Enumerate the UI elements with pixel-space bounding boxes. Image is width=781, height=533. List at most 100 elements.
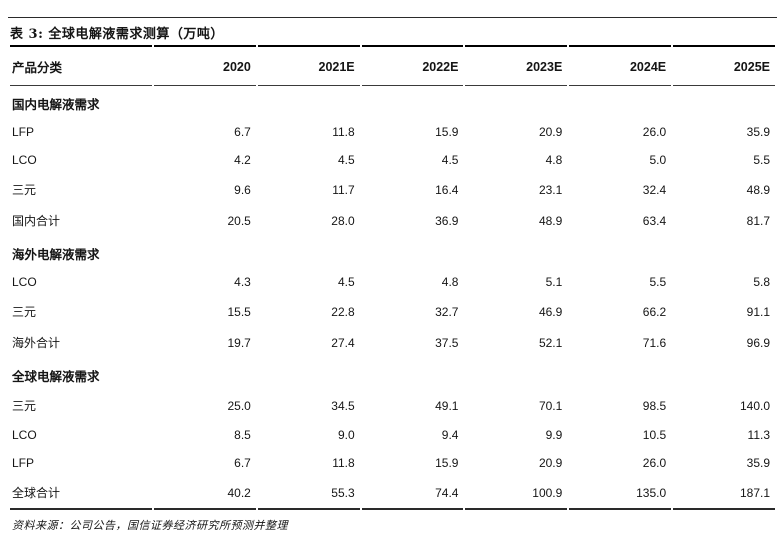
cell-value: 96.9 (746, 335, 770, 350)
cell-value: 98.5 (642, 398, 667, 413)
cell-value: 66.2 (642, 304, 667, 319)
column-header-year-2020: 2020 (154, 45, 256, 86)
cell-value: 20.5 (227, 213, 251, 228)
cell-value: 81.7 (746, 213, 770, 228)
table-row: LCO 8.5 9.0 9.4 9.9 10.5 11.3 (10, 421, 775, 449)
electrolyte-demand-table: 产品分类 2020 2021E 2022E 2023E 2024E 2025E 国内电解液需… (8, 45, 777, 510)
section-header-row: 全球电解液需求 (10, 358, 775, 390)
cell-value: 52.1 (538, 335, 563, 350)
cell-value: 35.9 (746, 456, 770, 470)
cell-value: 55.3 (257, 477, 360, 510)
cell-value: 4.5 (441, 153, 459, 167)
cell-value: 36.9 (435, 213, 459, 228)
table-row: 海外合计 19.7 27.4 37.5 52.1 71.6 96.9 (10, 327, 775, 358)
cell-value: 28.0 (331, 213, 355, 228)
cell-value: 8.5 (234, 428, 251, 442)
cell-value: 15.9 (435, 125, 459, 139)
cell-value: 6.7 (234, 456, 251, 470)
cell-value: 4.5 (337, 275, 355, 289)
cell-value: 5.5 (649, 275, 667, 289)
cell-value: 4.8 (545, 153, 563, 167)
cell-value: 22.8 (331, 304, 355, 319)
table-row: LFP 6.7 11.8 15.9 20.9 26.0 35.9 (10, 449, 775, 477)
cell-value: 74.4 (361, 477, 464, 510)
cell-value: 4.2 (234, 153, 251, 167)
cell-value: 5.0 (649, 153, 667, 167)
table-row: 三元 15.5 22.8 32.7 46.9 66.2 91.1 (10, 296, 775, 327)
cell-value: 27.4 (331, 335, 355, 350)
row-label: LFP (12, 125, 35, 139)
table-body: 国内电解液需求 LFP 6.7 11.8 15.9 20.9 26.0 35.9 LCO 4.2 4… (10, 86, 775, 510)
row-label: 三元 (12, 399, 37, 413)
cell-value: 34.5 (331, 398, 355, 413)
cell-value: 19.7 (227, 335, 251, 350)
cell-value: 40.2 (154, 477, 256, 510)
cell-value: 9.9 (545, 428, 563, 442)
row-label: 三元 (12, 183, 37, 197)
cell-value: 48.9 (538, 213, 563, 228)
section-header-row: 国内电解液需求 (10, 86, 775, 118)
cell-value: 32.7 (435, 304, 459, 319)
cell-value: 71.6 (642, 335, 667, 350)
cell-value: 4.8 (441, 275, 459, 289)
cell-value: 20.9 (538, 456, 563, 470)
cell-value: 16.4 (435, 182, 459, 197)
cell-value: 46.9 (538, 304, 563, 319)
cell-value: 25.0 (227, 398, 251, 413)
column-header-year-2021E: 2021E (257, 45, 360, 86)
cell-value: 63.4 (642, 213, 667, 228)
source-note: 资料来源：公司公告，国信证券经济研究所预测并整理 (12, 519, 288, 532)
table-row: 国内合计 20.5 28.0 36.9 48.9 63.4 81.7 (10, 205, 775, 236)
cell-value: 35.9 (746, 125, 770, 139)
cell-value: 187.1 (673, 477, 775, 510)
row-label: 国内合计 (12, 214, 61, 228)
table-row: LCO 4.3 4.5 4.8 5.1 5.5 5.8 (10, 268, 775, 296)
cell-value: 9.6 (234, 182, 251, 197)
cell-value: 91.1 (746, 304, 770, 319)
column-header-year-2025E: 2025E (673, 45, 775, 86)
cell-value: 26.0 (642, 125, 667, 139)
cell-value: 49.1 (435, 398, 459, 413)
cell-value: 4.3 (234, 275, 251, 289)
table-row: 全球合计 40.2 55.3 74.4 100.9 135.0 187.1 (10, 477, 775, 510)
cell-value: 37.5 (435, 335, 459, 350)
row-label: LFP (12, 456, 35, 470)
cell-value: 11.8 (332, 125, 355, 139)
cell-value: 11.8 (332, 456, 355, 470)
row-label: LCO (12, 275, 37, 289)
column-header-year-2024E: 2024E (569, 45, 672, 86)
cell-value: 23.1 (538, 182, 563, 197)
section-header-label: 国内电解液需求 (12, 97, 100, 112)
column-header-product: 产品分类 (10, 45, 152, 86)
cell-value: 26.0 (642, 456, 667, 470)
cell-value: 11.3 (747, 428, 770, 442)
row-label: 海外合计 (12, 336, 61, 350)
row-label: 三元 (12, 305, 37, 319)
cell-value: 140.0 (739, 398, 770, 413)
table-row: 三元 9.6 11.7 16.4 23.1 32.4 48.9 (10, 174, 775, 205)
cell-value: 70.1 (538, 398, 563, 413)
cell-value: 9.0 (337, 428, 355, 442)
section-header-label: 海外电解液需求 (12, 247, 100, 262)
cell-value: 5.1 (545, 275, 563, 289)
table-row: 三元 25.0 34.5 49.1 70.1 98.5 140.0 (10, 390, 775, 421)
demand-table-block: 表 3: 全球电解液需求测算（万吨） 产品分类 2020 2021E 2022E 202… (8, 17, 777, 533)
section-header-label: 全球电解液需求 (12, 369, 100, 384)
cell-value: 10.5 (642, 428, 667, 442)
section-header-row: 海外电解液需求 (10, 236, 775, 268)
cell-value: 4.5 (337, 153, 355, 167)
cell-value: 100.9 (465, 477, 568, 510)
table-header-row: 产品分类 2020 2021E 2022E 2023E 2024E 2025E (10, 45, 775, 86)
row-label: LCO (12, 153, 37, 167)
cell-value: 135.0 (569, 477, 672, 510)
cell-value: 15.9 (435, 456, 459, 470)
row-label: 全球合计 (10, 477, 152, 510)
cell-value: 48.9 (746, 182, 770, 197)
column-header-year-2022E: 2022E (361, 45, 464, 86)
table-row: LCO 4.2 4.5 4.5 4.8 5.0 5.5 (10, 146, 775, 174)
column-header-year-2023E: 2023E (465, 45, 568, 86)
cell-value: 20.9 (538, 125, 563, 139)
row-label: LCO (12, 428, 37, 442)
cell-value: 6.7 (234, 125, 251, 139)
